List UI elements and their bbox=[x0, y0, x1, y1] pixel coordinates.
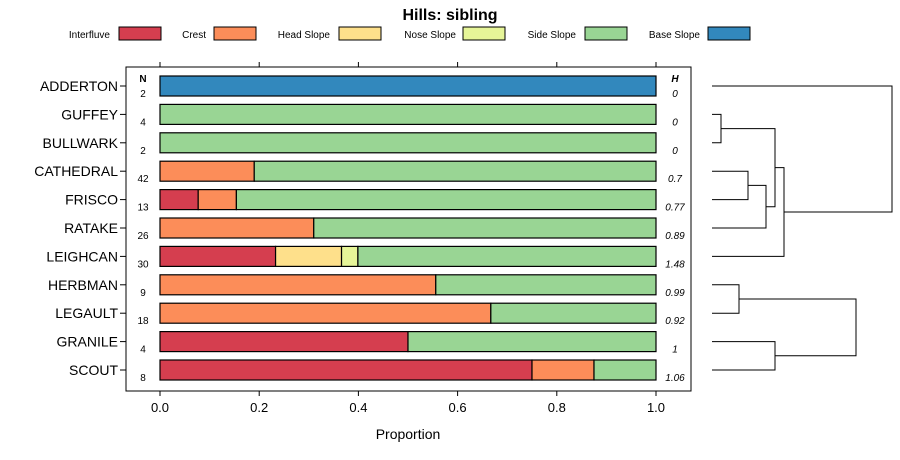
row-n-8: 18 bbox=[137, 316, 149, 327]
row-h-5: 0.89 bbox=[665, 231, 685, 242]
row-n-4: 13 bbox=[137, 203, 149, 214]
row-n-7: 9 bbox=[140, 288, 146, 299]
dendrogram-link-7 bbox=[739, 298, 857, 357]
row-n-0: 2 bbox=[140, 89, 146, 100]
dendrogram bbox=[712, 85, 893, 371]
dendrogram-link-2 bbox=[712, 184, 767, 229]
row-h-10: 1.06 bbox=[665, 373, 685, 384]
bar-segment-7-4 bbox=[435, 274, 657, 296]
row-n-5: 26 bbox=[137, 231, 149, 242]
legend-swatch-2 bbox=[338, 26, 382, 41]
x-tick-label-2: 0.4 bbox=[349, 400, 367, 415]
legend-label-1: Crest bbox=[182, 30, 206, 41]
bar-segment-6-0 bbox=[159, 245, 277, 267]
row-n-9: 4 bbox=[140, 345, 146, 356]
row-h-6: 1.48 bbox=[665, 259, 685, 270]
bar-segment-8-1 bbox=[159, 302, 492, 324]
plot-frame bbox=[125, 66, 692, 392]
bar-segment-9-4 bbox=[407, 331, 657, 353]
plot-area: 0.0 0.2 0.4 0.6 0.8 1.0 N H ADDERTON 2 0 GUFFEY 4 0 BU… bbox=[34, 62, 692, 415]
bar-segment-3-1 bbox=[159, 160, 255, 182]
h-header: H bbox=[671, 74, 679, 85]
x-tick-label-0: 0.0 bbox=[151, 400, 169, 415]
bar-segment-4-1 bbox=[197, 189, 237, 211]
bar-segment-5-4 bbox=[313, 217, 657, 239]
legend-swatch-0 bbox=[118, 26, 162, 41]
row-h-7: 0.99 bbox=[665, 288, 685, 299]
bar-segment-8-4 bbox=[490, 302, 657, 324]
bar-segment-6-4 bbox=[357, 245, 657, 267]
row-label-3: CATHEDRAL bbox=[34, 163, 118, 179]
row-label-0: ADDERTON bbox=[40, 78, 118, 94]
row-label-4: FRISCO bbox=[65, 192, 118, 208]
dendrogram-link-0 bbox=[712, 113, 722, 144]
n-header: N bbox=[139, 74, 146, 85]
x-tick-label-4: 0.8 bbox=[548, 400, 566, 415]
x-tick-label-1: 0.2 bbox=[250, 400, 268, 415]
bar-segment-6-3 bbox=[340, 245, 359, 267]
row-n-1: 4 bbox=[140, 117, 146, 128]
x-tick-label-5: 1.0 bbox=[647, 400, 665, 415]
row-label-10: SCOUT bbox=[69, 362, 118, 378]
bar-segment-10-0 bbox=[159, 359, 533, 381]
row-h-3: 0.7 bbox=[668, 174, 682, 185]
row-n-10: 8 bbox=[140, 373, 146, 384]
legend-label-5: Base Slope bbox=[649, 30, 701, 41]
bar-segment-0-5 bbox=[159, 75, 657, 97]
row-label-6: LEIGHCAN bbox=[46, 248, 118, 264]
dendrogram-link-8 bbox=[712, 85, 893, 213]
x-axis-title: Proportion bbox=[376, 426, 441, 442]
legend-swatch-5 bbox=[707, 26, 751, 41]
row-n-6: 30 bbox=[137, 259, 149, 270]
legend-swatch-1 bbox=[213, 26, 257, 41]
legend-label-4: Side Slope bbox=[528, 30, 577, 41]
bar-segment-10-1 bbox=[531, 359, 595, 381]
row-h-9: 1 bbox=[672, 345, 678, 356]
bar-segment-7-1 bbox=[159, 274, 437, 296]
row-h-8: 0.92 bbox=[665, 316, 685, 327]
row-n-2: 2 bbox=[140, 146, 146, 157]
bar-segment-1-4 bbox=[159, 103, 657, 126]
row-label-1: GUFFEY bbox=[61, 106, 118, 122]
dendrogram-link-5 bbox=[712, 341, 776, 371]
bar-segment-4-4 bbox=[235, 189, 657, 211]
x-tick-label-3: 0.6 bbox=[449, 400, 467, 415]
legend-label-2: Head Slope bbox=[278, 30, 331, 41]
legend-label-0: Interfluve bbox=[69, 30, 111, 41]
bar-segment-5-1 bbox=[159, 217, 315, 239]
row-label-7: HERBMAN bbox=[48, 277, 118, 293]
row-h-1: 0 bbox=[672, 117, 678, 128]
dendrogram-link-4 bbox=[712, 284, 740, 314]
row-h-2: 0 bbox=[672, 146, 678, 157]
bar-segment-10-4 bbox=[593, 359, 657, 381]
dendrogram-link-1 bbox=[712, 170, 749, 201]
chart-title: Hills: sibling bbox=[402, 7, 497, 24]
bar-segment-9-0 bbox=[159, 331, 409, 353]
legend-swatch-4 bbox=[584, 26, 628, 41]
row-label-5: RATAKE bbox=[64, 220, 118, 236]
row-label-9: GRANILE bbox=[57, 334, 118, 350]
legend-swatch-3 bbox=[462, 26, 506, 41]
legend-label-3: Nose Slope bbox=[404, 30, 456, 41]
row-h-4: 0.77 bbox=[665, 203, 685, 214]
row-label-8: LEGAULT bbox=[55, 305, 118, 321]
bar-segment-2-4 bbox=[159, 132, 657, 154]
row-label-2: BULLWARK bbox=[43, 135, 119, 151]
bar-segment-6-2 bbox=[274, 245, 343, 267]
row-h-0: 0 bbox=[672, 89, 678, 100]
bar-segment-3-4 bbox=[253, 160, 657, 182]
row-n-3: 42 bbox=[137, 174, 149, 185]
bar-segment-4-0 bbox=[159, 189, 199, 211]
legend: Interfluve Crest Head Slope Nose Slope Side … bbox=[69, 26, 751, 41]
